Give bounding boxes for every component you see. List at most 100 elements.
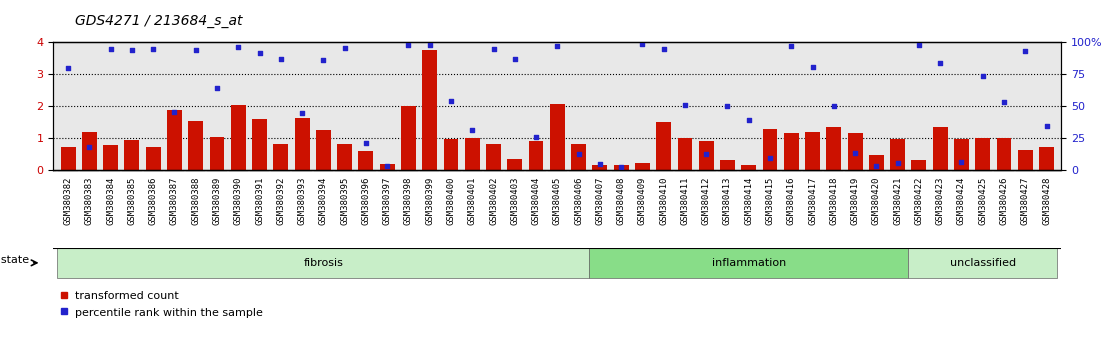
Bar <box>806 132 820 170</box>
Point <box>59 65 76 71</box>
Point <box>400 42 418 48</box>
Bar <box>571 144 586 170</box>
Text: GSM380406: GSM380406 <box>574 176 583 224</box>
Text: GSM380389: GSM380389 <box>213 176 222 224</box>
Text: GSM380418: GSM380418 <box>830 176 839 224</box>
Text: GSM380402: GSM380402 <box>489 176 497 224</box>
Bar <box>890 139 905 170</box>
Point <box>336 45 353 51</box>
Text: GSM380397: GSM380397 <box>382 176 391 224</box>
Point <box>570 151 587 157</box>
Text: GSM380401: GSM380401 <box>468 176 476 224</box>
Text: unclassified: unclassified <box>950 258 1016 268</box>
Text: GSM380425: GSM380425 <box>978 176 987 224</box>
Point <box>803 64 821 70</box>
Point <box>889 160 906 165</box>
Text: GSM380407: GSM380407 <box>595 176 604 224</box>
Bar <box>848 133 862 170</box>
Bar <box>295 118 309 170</box>
Text: GSM380424: GSM380424 <box>957 176 966 224</box>
Bar <box>486 144 501 170</box>
Bar <box>58 248 589 278</box>
Point <box>208 85 226 91</box>
Bar <box>909 248 1057 278</box>
Point <box>81 144 99 150</box>
Point <box>463 127 481 133</box>
Bar <box>656 122 671 170</box>
Text: GSM380382: GSM380382 <box>63 176 73 224</box>
Point <box>1016 48 1034 54</box>
Bar <box>316 130 331 170</box>
Bar <box>677 138 692 170</box>
Bar <box>167 110 182 170</box>
Point <box>378 163 396 169</box>
Point <box>974 73 992 79</box>
Text: GSM380421: GSM380421 <box>893 176 902 224</box>
Bar <box>380 164 394 170</box>
Point <box>187 48 205 53</box>
Point <box>271 57 289 62</box>
Bar <box>869 155 884 170</box>
Point <box>421 42 439 48</box>
Bar <box>82 132 96 170</box>
Point <box>527 135 545 140</box>
Point <box>484 46 502 52</box>
Point <box>591 161 608 167</box>
Point <box>613 164 630 170</box>
Bar <box>954 139 968 170</box>
Text: GSM380390: GSM380390 <box>234 176 243 224</box>
Legend: transformed count, percentile rank within the sample: transformed count, percentile rank withi… <box>59 291 264 318</box>
Bar <box>188 120 203 170</box>
Point <box>761 156 779 161</box>
Text: GDS4271 / 213684_s_at: GDS4271 / 213684_s_at <box>75 14 243 28</box>
Bar <box>401 106 416 170</box>
Point <box>229 45 247 50</box>
Point <box>995 99 1013 105</box>
Bar <box>912 160 926 170</box>
Text: GSM380419: GSM380419 <box>851 176 860 224</box>
Bar <box>762 130 778 170</box>
Bar <box>550 104 565 170</box>
Text: GSM380391: GSM380391 <box>255 176 264 224</box>
Point <box>634 41 652 47</box>
Point <box>144 46 162 52</box>
Text: GSM380394: GSM380394 <box>319 176 328 224</box>
Bar <box>635 163 650 170</box>
Point <box>910 42 927 48</box>
Text: fibrosis: fibrosis <box>304 258 343 268</box>
Bar <box>783 133 799 170</box>
Point <box>315 57 332 63</box>
Bar <box>103 145 119 170</box>
Text: GSM380398: GSM380398 <box>404 176 413 224</box>
Text: GSM380399: GSM380399 <box>425 176 434 224</box>
Text: GSM380404: GSM380404 <box>532 176 541 224</box>
Bar <box>827 127 841 170</box>
Text: GSM380411: GSM380411 <box>680 176 689 224</box>
Point <box>102 46 120 52</box>
Text: GSM380427: GSM380427 <box>1020 176 1029 224</box>
Text: GSM380393: GSM380393 <box>298 176 307 224</box>
Bar <box>464 138 480 170</box>
Bar <box>209 137 225 170</box>
Text: GSM380386: GSM380386 <box>148 176 157 224</box>
Point <box>294 110 311 116</box>
Text: GSM380415: GSM380415 <box>766 176 774 224</box>
Text: GSM380395: GSM380395 <box>340 176 349 224</box>
Point <box>442 98 460 104</box>
Text: GSM380387: GSM380387 <box>170 176 178 224</box>
Bar <box>614 165 628 170</box>
Text: GSM380420: GSM380420 <box>872 176 881 224</box>
Point <box>165 109 183 115</box>
Point <box>782 43 800 48</box>
Point <box>676 102 694 108</box>
Text: GSM380422: GSM380422 <box>914 176 923 224</box>
Text: GSM380423: GSM380423 <box>936 176 945 224</box>
Text: GSM380400: GSM380400 <box>447 176 455 224</box>
Bar <box>975 138 991 170</box>
Bar <box>507 159 522 170</box>
Point <box>506 56 524 62</box>
Point <box>250 50 268 56</box>
Point <box>697 151 715 157</box>
Text: GSM380383: GSM380383 <box>85 176 94 224</box>
Text: GSM380426: GSM380426 <box>999 176 1008 224</box>
